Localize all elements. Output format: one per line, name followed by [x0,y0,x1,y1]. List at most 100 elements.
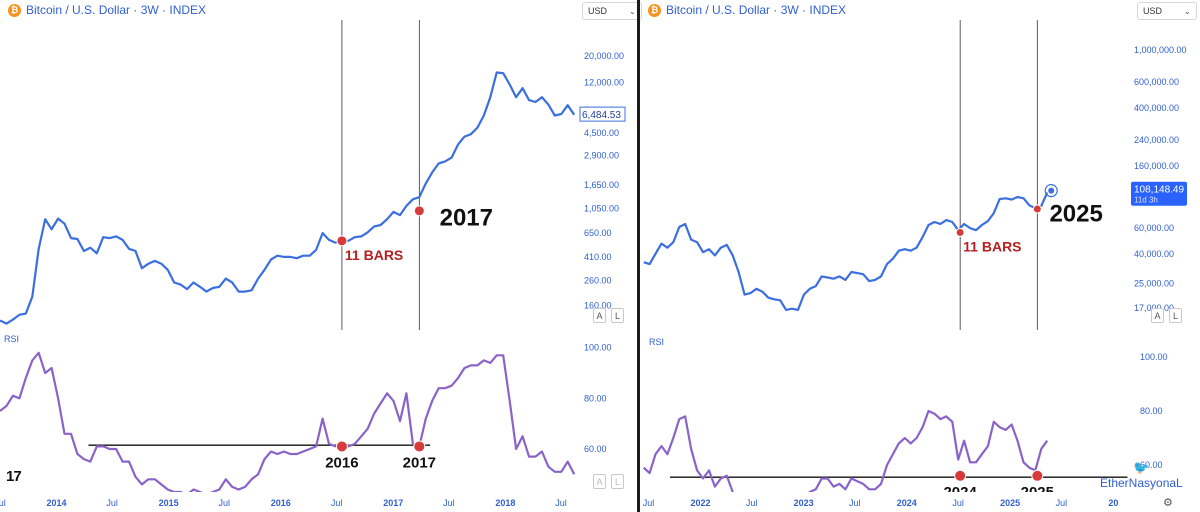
chevron-down-icon: ⌄ [1184,6,1191,16]
x-tick-label: Jul [643,498,655,508]
btc-price-line [0,71,576,325]
y-tick-label: 4,500.00 [584,128,619,138]
bar-countdown: 11d 3h [1134,196,1158,205]
rsi-chart[interactable]: 100.00 80.00 60.00 2024 2025 [640,330,1200,492]
signal-marker [413,205,425,217]
log-scale-button[interactable]: L [611,308,624,323]
y-tick-label: 1,000,000.00 [1134,45,1187,55]
y-tick-label: 260.00 [584,276,612,286]
time-axis[interactable]: Jul 2022 Jul 2023 Jul 2024 Jul 2025 Jul 20 [640,492,1200,512]
watermark-text: EtherNasyonaL [1100,476,1183,490]
tradingview-logo: 17 [6,468,22,485]
x-tick-label: Jul [1056,498,1068,508]
signal-marker [413,440,426,453]
y-tick-label: 60.00 [1140,460,1163,470]
y-tick-label: 650.00 [584,228,612,238]
gear-icon[interactable]: ⚙ [1163,497,1173,509]
rsi-line [0,351,576,492]
log-scale-button[interactable]: L [1169,308,1182,323]
chart-title[interactable]: ₿ Bitcoin / U.S. Dollar · 3W · INDEX [648,3,846,17]
signal-marker [955,227,965,237]
year-label: 2016 [325,454,358,471]
current-price-pulse [1044,184,1058,198]
auto-scale-button[interactable]: A [1151,308,1164,323]
rsi-pane-label: RSI [4,334,20,344]
author-watermark: 🐦 EtherNasyonaL [1100,460,1183,490]
x-tick-label: Jul [952,498,964,508]
left-chart-panel: ₿ Bitcoin / U.S. Dollar · 3W · INDEX USD… [0,2,642,512]
y-tick-label: 400,000.00 [1134,103,1179,113]
y-tick-label: 600,000.00 [1134,77,1179,87]
chart-title-text: Bitcoin / U.S. Dollar · 3W · INDEX [26,3,207,17]
y-tick-label: 160.00 [584,301,612,311]
btc-price-line [643,192,1049,311]
rsi-line [642,409,1049,492]
y-tick-label: 1,650.00 [584,180,619,190]
cycle-year-label: 2025 [1049,200,1102,227]
chart-title[interactable]: ₿ Bitcoin / U.S. Dollar · 3W · INDEX [8,3,206,17]
x-tick-label: 20 [1108,498,1118,508]
x-tick-label: 2023 [794,498,814,508]
last-price-value: 6,484.53 [582,110,621,121]
y-tick-label: 80.00 [1140,406,1163,416]
y-tick-label: 60,000.00 [1134,223,1174,233]
y-tick-label: 20,000.00 [584,51,624,61]
x-tick-label: Jul [0,498,6,508]
x-tick-label: Jul [331,498,343,508]
signal-marker [335,440,348,453]
last-price-tag [1131,181,1187,206]
y-tick-label: 410.00 [584,252,612,262]
rsi-pane-label: RSI [649,337,665,347]
x-tick-label: Jul [106,498,118,508]
x-tick-label: 2014 [47,498,67,508]
y-tick-label: 40,000.00 [1134,249,1174,259]
bitcoin-icon: ₿ [8,3,21,17]
bars-count-label: 11 BARS [345,247,403,263]
x-tick-label: Jul [219,498,231,508]
y-tick-label: 1,050.00 [584,203,619,213]
rsi-auto-scale-button[interactable]: A [593,474,606,489]
time-axis[interactable]: Jul 2014 Jul 2015 Jul 2016 Jul 2017 Jul 2018 Jul [0,492,637,512]
year-label: 2024 [943,484,977,492]
currency-selector[interactable]: USD ⌄ [1137,2,1197,20]
right-chart-panel: ₿ Bitcoin / U.S. Dollar · 3W · INDEX USD… [640,0,1200,512]
last-price-tag [579,106,626,122]
price-chart[interactable]: 20,000.0012,000.007,000.004,500.002,900.… [0,20,637,330]
y-tick-label: 25,000.00 [1134,279,1174,289]
x-tick-label: 2024 [897,498,917,508]
twitter-bird-icon: 🐦 [1133,460,1150,475]
y-tick-label: 240,000.00 [1134,135,1179,145]
currency-label: USD [1143,6,1163,16]
auto-scale-button[interactable]: A [593,308,606,323]
bitcoin-icon: ₿ [648,3,661,17]
y-tick-label: 12,000.00 [584,77,624,87]
current-price-dot [1048,187,1055,194]
y-tick-label: 17,000.00 [1134,303,1174,313]
currency-selector[interactable]: USD ⌄ [582,2,642,20]
rsi-log-scale-button[interactable]: L [611,474,624,489]
price-chart[interactable]: 1,000,000.00 600,000.00 400,000.00 240,000.… [640,20,1200,330]
signal-marker [1032,204,1042,214]
bars-count-label: 11 BARS [963,238,1021,254]
chevron-down-icon: ⌄ [629,6,636,16]
x-tick-label: 2025 [1000,498,1020,508]
x-tick-label: Jul [555,498,567,508]
signal-marker [336,235,348,247]
year-label: 2017 [403,454,436,471]
panel-divider [637,0,640,512]
x-tick-label: Jul [849,498,861,508]
x-tick-label: Jul [443,498,455,508]
last-price-value: 108,148.49 [1134,185,1184,196]
y-tick-label: 60.00 [584,444,607,454]
x-tick-label: 2016 [271,498,291,508]
x-tick-label: 2022 [690,498,710,508]
y-tick-label: 160,000.00 [1134,161,1179,171]
currency-label: USD [588,6,608,16]
x-tick-label: 2018 [495,498,515,508]
x-tick-label: 2017 [383,498,403,508]
y-tick-label: 100.00 [584,343,612,353]
year-label: 2025 [1021,484,1054,492]
chart-title-text: Bitcoin / U.S. Dollar · 3W · INDEX [666,3,847,17]
